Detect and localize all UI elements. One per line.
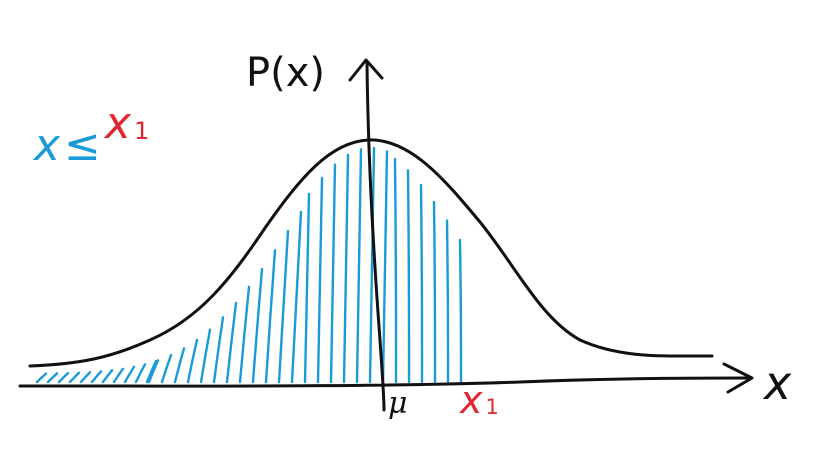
hatch-stroke [264,249,277,384]
hatch-stroke [57,371,70,384]
hatch-stroke [251,267,264,384]
hatch-stroke [277,229,290,384]
hatch-stroke [160,353,173,384]
hatch-stroke [368,146,376,384]
x-axis-arrowhead [722,362,754,394]
hatch-stroke [68,371,81,384]
hatch-stroke [329,163,337,384]
hatch-stroke [238,285,251,384]
hatch-stroke [290,210,303,384]
y-axis-label: P(x) [246,50,326,96]
hatch-stroke [112,367,125,384]
hatch-stroke [46,372,59,384]
condition-operator: ≤ [64,120,101,171]
hatch-stroke [355,148,363,384]
hatch-stroke [303,192,311,384]
hatch-stroke [123,365,136,384]
hatch-stroke [393,157,398,384]
hatch-stroke [173,347,186,384]
x-axis-label: x [764,356,792,410]
hatch-stroke [35,372,48,384]
x-axis-line [18,376,752,388]
hatch-stroke [134,363,147,384]
hatch-stroke [458,238,463,384]
hatch-stroke [381,150,389,384]
hatch-stroke [342,153,350,384]
hatch-stroke [419,183,424,384]
mean-label: μ [388,386,408,421]
hatch-stroke [445,219,450,384]
condition-label: x≤x 1 [34,98,149,171]
hatch-stroke [212,316,225,384]
hatch-stroke [145,359,158,384]
hatch-stroke [147,359,160,384]
hatch-stroke [79,370,92,384]
hatch-stroke [101,369,114,384]
y-axis-arrowhead [348,58,384,82]
hatch-stroke [199,328,212,384]
y-axis-line [365,60,386,412]
hatch-stroke [316,176,324,384]
hatch-stroke [186,338,199,384]
hatch-stroke [406,169,411,384]
hatch-stroke [225,301,238,384]
condition-variable: x [34,120,61,171]
hatch-stroke [90,370,103,384]
hatch-stroke [432,200,437,384]
shaded-region-x-le-x1 [35,146,463,384]
